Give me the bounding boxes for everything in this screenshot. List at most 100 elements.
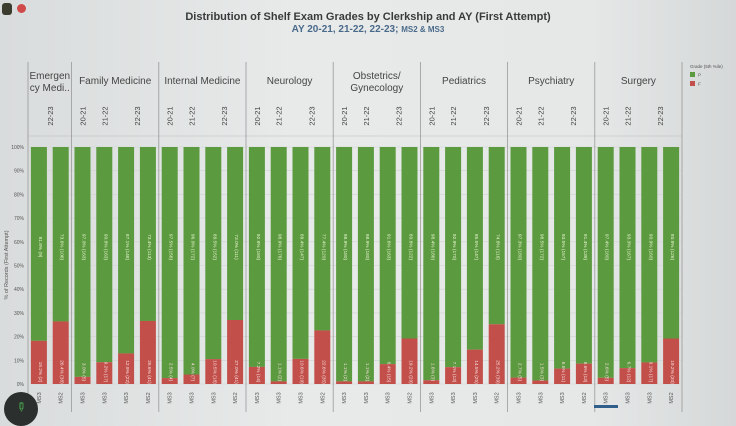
bar-fail-segment xyxy=(118,353,135,384)
bar-pass-segment xyxy=(52,147,69,322)
x-tick-label: MS3 xyxy=(517,392,523,403)
bar-fail-label: 1.1% (2) xyxy=(364,363,370,382)
bar-fail-segment xyxy=(314,330,331,384)
bar-pass-segment xyxy=(336,147,353,382)
bar-pass-segment xyxy=(74,147,91,377)
bar-pass-segment xyxy=(357,147,374,382)
annotate-button[interactable]: ✎ xyxy=(4,392,38,426)
record-icon[interactable] xyxy=(17,4,26,13)
panel-title: Emergen xyxy=(30,71,71,82)
bar-fail-segment xyxy=(96,362,113,384)
bar-pass-label: 87.1% (148) xyxy=(124,234,130,261)
bar-pass-label: 96.0% (172) xyxy=(190,234,196,261)
bar-fail-label: 26.6% (41) xyxy=(146,360,152,384)
bar-fail-label: 2.7% (5) xyxy=(517,363,523,382)
bar-fail-label: 10.6% (19) xyxy=(299,360,305,384)
bar-fail-label: 26.4% (38) xyxy=(59,360,65,384)
bar-pass-segment xyxy=(248,147,265,367)
x-tick-label: MS3 xyxy=(255,392,261,403)
year-label: 22-23 xyxy=(220,106,229,125)
legend-swatch xyxy=(690,72,695,77)
x-tick-label: MS3 xyxy=(81,392,87,403)
x-tick-label: MS3 xyxy=(386,392,392,403)
stacked-bar-chart: 0% 10% 20% 30% 40% 50% 60% 70% 80% 90% 100% % of Re… xyxy=(4,62,723,412)
bar-pass-segment xyxy=(205,147,222,360)
x-tick-label: MS3 xyxy=(647,392,653,403)
bar-fail-label: 27.0% (41) xyxy=(233,360,239,384)
y-tick-label: 10% xyxy=(14,358,25,364)
year-label: 22-23 xyxy=(395,106,404,125)
panel-title: Gynecology xyxy=(350,83,403,94)
bar-pass-label: 97.0% (163) xyxy=(81,234,87,261)
bar-pass-segment xyxy=(423,147,440,381)
panel-title: Internal Medicine xyxy=(164,76,241,87)
bar-pass-label: 89.4% (147) xyxy=(299,234,305,261)
bar-pass-segment xyxy=(641,147,658,363)
x-tick-label: MS2 xyxy=(408,392,414,403)
bar-fail-segment xyxy=(183,374,200,384)
x-tick-label: MS3 xyxy=(604,392,610,403)
page-indicator[interactable] xyxy=(594,405,618,408)
bar-fail-segment xyxy=(532,380,549,384)
shield-icon[interactable] xyxy=(2,3,12,15)
x-tick-label: MS2 xyxy=(146,392,152,403)
bar-fail-label: 22.6% (35) xyxy=(320,360,326,384)
bar-pass-label: 81.8% (9) xyxy=(37,237,43,258)
pencil-icon: ✎ xyxy=(12,398,30,416)
bar-pass-label: 98.9% (180) xyxy=(342,234,348,261)
bar-pass-label: 92.8% (180) xyxy=(255,234,261,261)
bar-fail-segment xyxy=(488,324,505,384)
bar-pass-segment xyxy=(510,147,527,378)
bar-pass-segment xyxy=(161,147,178,379)
year-label: 20-21 xyxy=(427,106,436,125)
y-tick-label: 20% xyxy=(14,335,25,341)
subtitle-cohorts: MS2 & MS3 xyxy=(401,25,445,34)
x-tick-label: MS3 xyxy=(451,392,457,403)
bar-fail-segment xyxy=(205,359,222,384)
year-label: 21-22 xyxy=(100,106,109,125)
bar-pass-label: 74.8% (116) xyxy=(495,234,501,260)
year-label: 20-21 xyxy=(515,106,524,125)
bar-pass-label: 98.9% (180) xyxy=(364,234,370,261)
bar-pass-segment xyxy=(227,147,244,321)
year-label: 20-21 xyxy=(253,106,262,125)
year-label: 21-22 xyxy=(536,106,545,125)
bar-pass-label: 97.5% (156) xyxy=(168,234,174,261)
year-label: 20-21 xyxy=(602,106,611,125)
x-tick-label: MS3 xyxy=(626,392,632,403)
bar-fail-label: 1.5% (3) xyxy=(538,363,544,382)
x-tick-label: MS2 xyxy=(669,392,675,403)
x-tick-label: MS2 xyxy=(59,392,65,403)
year-label: 21-22 xyxy=(449,106,458,125)
bar-pass-label: 98.4% (186) xyxy=(429,234,435,261)
x-tick-label: MS3 xyxy=(299,392,305,403)
bar-pass-segment xyxy=(663,147,680,339)
bar-pass-segment xyxy=(532,147,549,381)
bar-pass-segment xyxy=(575,147,592,364)
x-tick-label: MS2 xyxy=(233,392,239,403)
bar-pass-segment xyxy=(183,147,200,375)
year-label: 21-22 xyxy=(188,106,197,125)
y-tick-label: 70% xyxy=(14,216,25,222)
bar-pass-segment xyxy=(401,147,418,339)
bar-fail-segment xyxy=(74,376,91,384)
bar-fail-segment xyxy=(30,340,47,384)
bar-fail-segment xyxy=(161,378,178,384)
bar-fail-segment xyxy=(379,364,396,384)
bar-pass-segment xyxy=(488,147,505,325)
year-label: 22-23 xyxy=(133,106,142,125)
y-tick-label: 40% xyxy=(14,287,25,293)
bar-pass-label: 90.8% (163) xyxy=(102,234,108,261)
bar-fail-segment xyxy=(445,367,462,384)
year-label: 21-22 xyxy=(275,106,284,125)
panel-title: cy Medi.. xyxy=(30,83,70,94)
y-tick-label: 30% xyxy=(14,311,25,317)
bar-fail-segment xyxy=(641,362,658,384)
y-tick-label: 100% xyxy=(11,145,24,151)
bar-fail-label: 9.2% (17) xyxy=(102,362,108,383)
bar-fail-segment xyxy=(401,338,418,384)
bar-pass-segment xyxy=(30,147,47,341)
bar-fail-label: 14.5% (25) xyxy=(473,360,479,384)
bar-fail-label: 1.1% (2) xyxy=(277,363,283,382)
bar-pass-segment xyxy=(292,147,309,359)
